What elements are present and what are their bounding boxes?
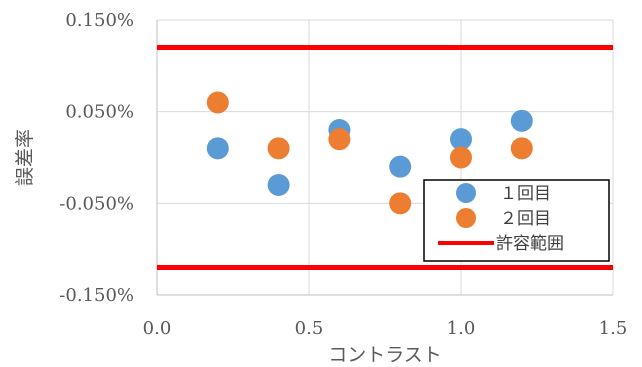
legend-label: １回目: [500, 184, 551, 204]
data-points: [206, 91, 533, 215]
data-point-series-2: [389, 192, 412, 215]
x-tick-label: 0.5: [295, 318, 324, 339]
y-axis-title: 誤差率: [14, 129, 36, 186]
x-tick-label: 1.5: [599, 318, 628, 339]
legend-marker-series-1: [456, 183, 476, 203]
data-point-series-2: [450, 146, 472, 169]
x-tick-label: 0.0: [143, 318, 172, 339]
data-point-series-1: [510, 109, 533, 132]
x-tick-label: 1.0: [447, 318, 476, 339]
data-point-series-2: [510, 137, 533, 160]
y-tick-label: -0.150%: [59, 285, 134, 306]
limit-lines: [157, 45, 613, 270]
data-point-series-1: [450, 128, 472, 151]
tick-labels: 0.0 0.5 1.0 1.5 0.150% 0.050% -0.050% -0.150%: [59, 10, 627, 339]
data-point-series-1: [206, 137, 229, 160]
y-tick-label: -0.050%: [59, 193, 134, 214]
legend-label: ２回目: [500, 209, 551, 229]
data-point-series-1: [267, 174, 290, 196]
legend-box: [423, 179, 610, 262]
axes: [156, 20, 613, 296]
data-point-series-2: [206, 91, 229, 114]
grid-lines: [156, 19, 614, 296]
data-point-series-1: [389, 155, 412, 178]
x-axis-title: コントラスト: [328, 344, 442, 366]
data-point-series-2: [328, 128, 351, 151]
legend-marker-series-2: [456, 208, 476, 228]
y-tick-label: 0.150%: [65, 10, 134, 31]
y-tick-label: 0.050%: [65, 102, 134, 123]
legend-label: 許容範囲: [496, 234, 564, 254]
data-point-series-2: [267, 137, 290, 160]
